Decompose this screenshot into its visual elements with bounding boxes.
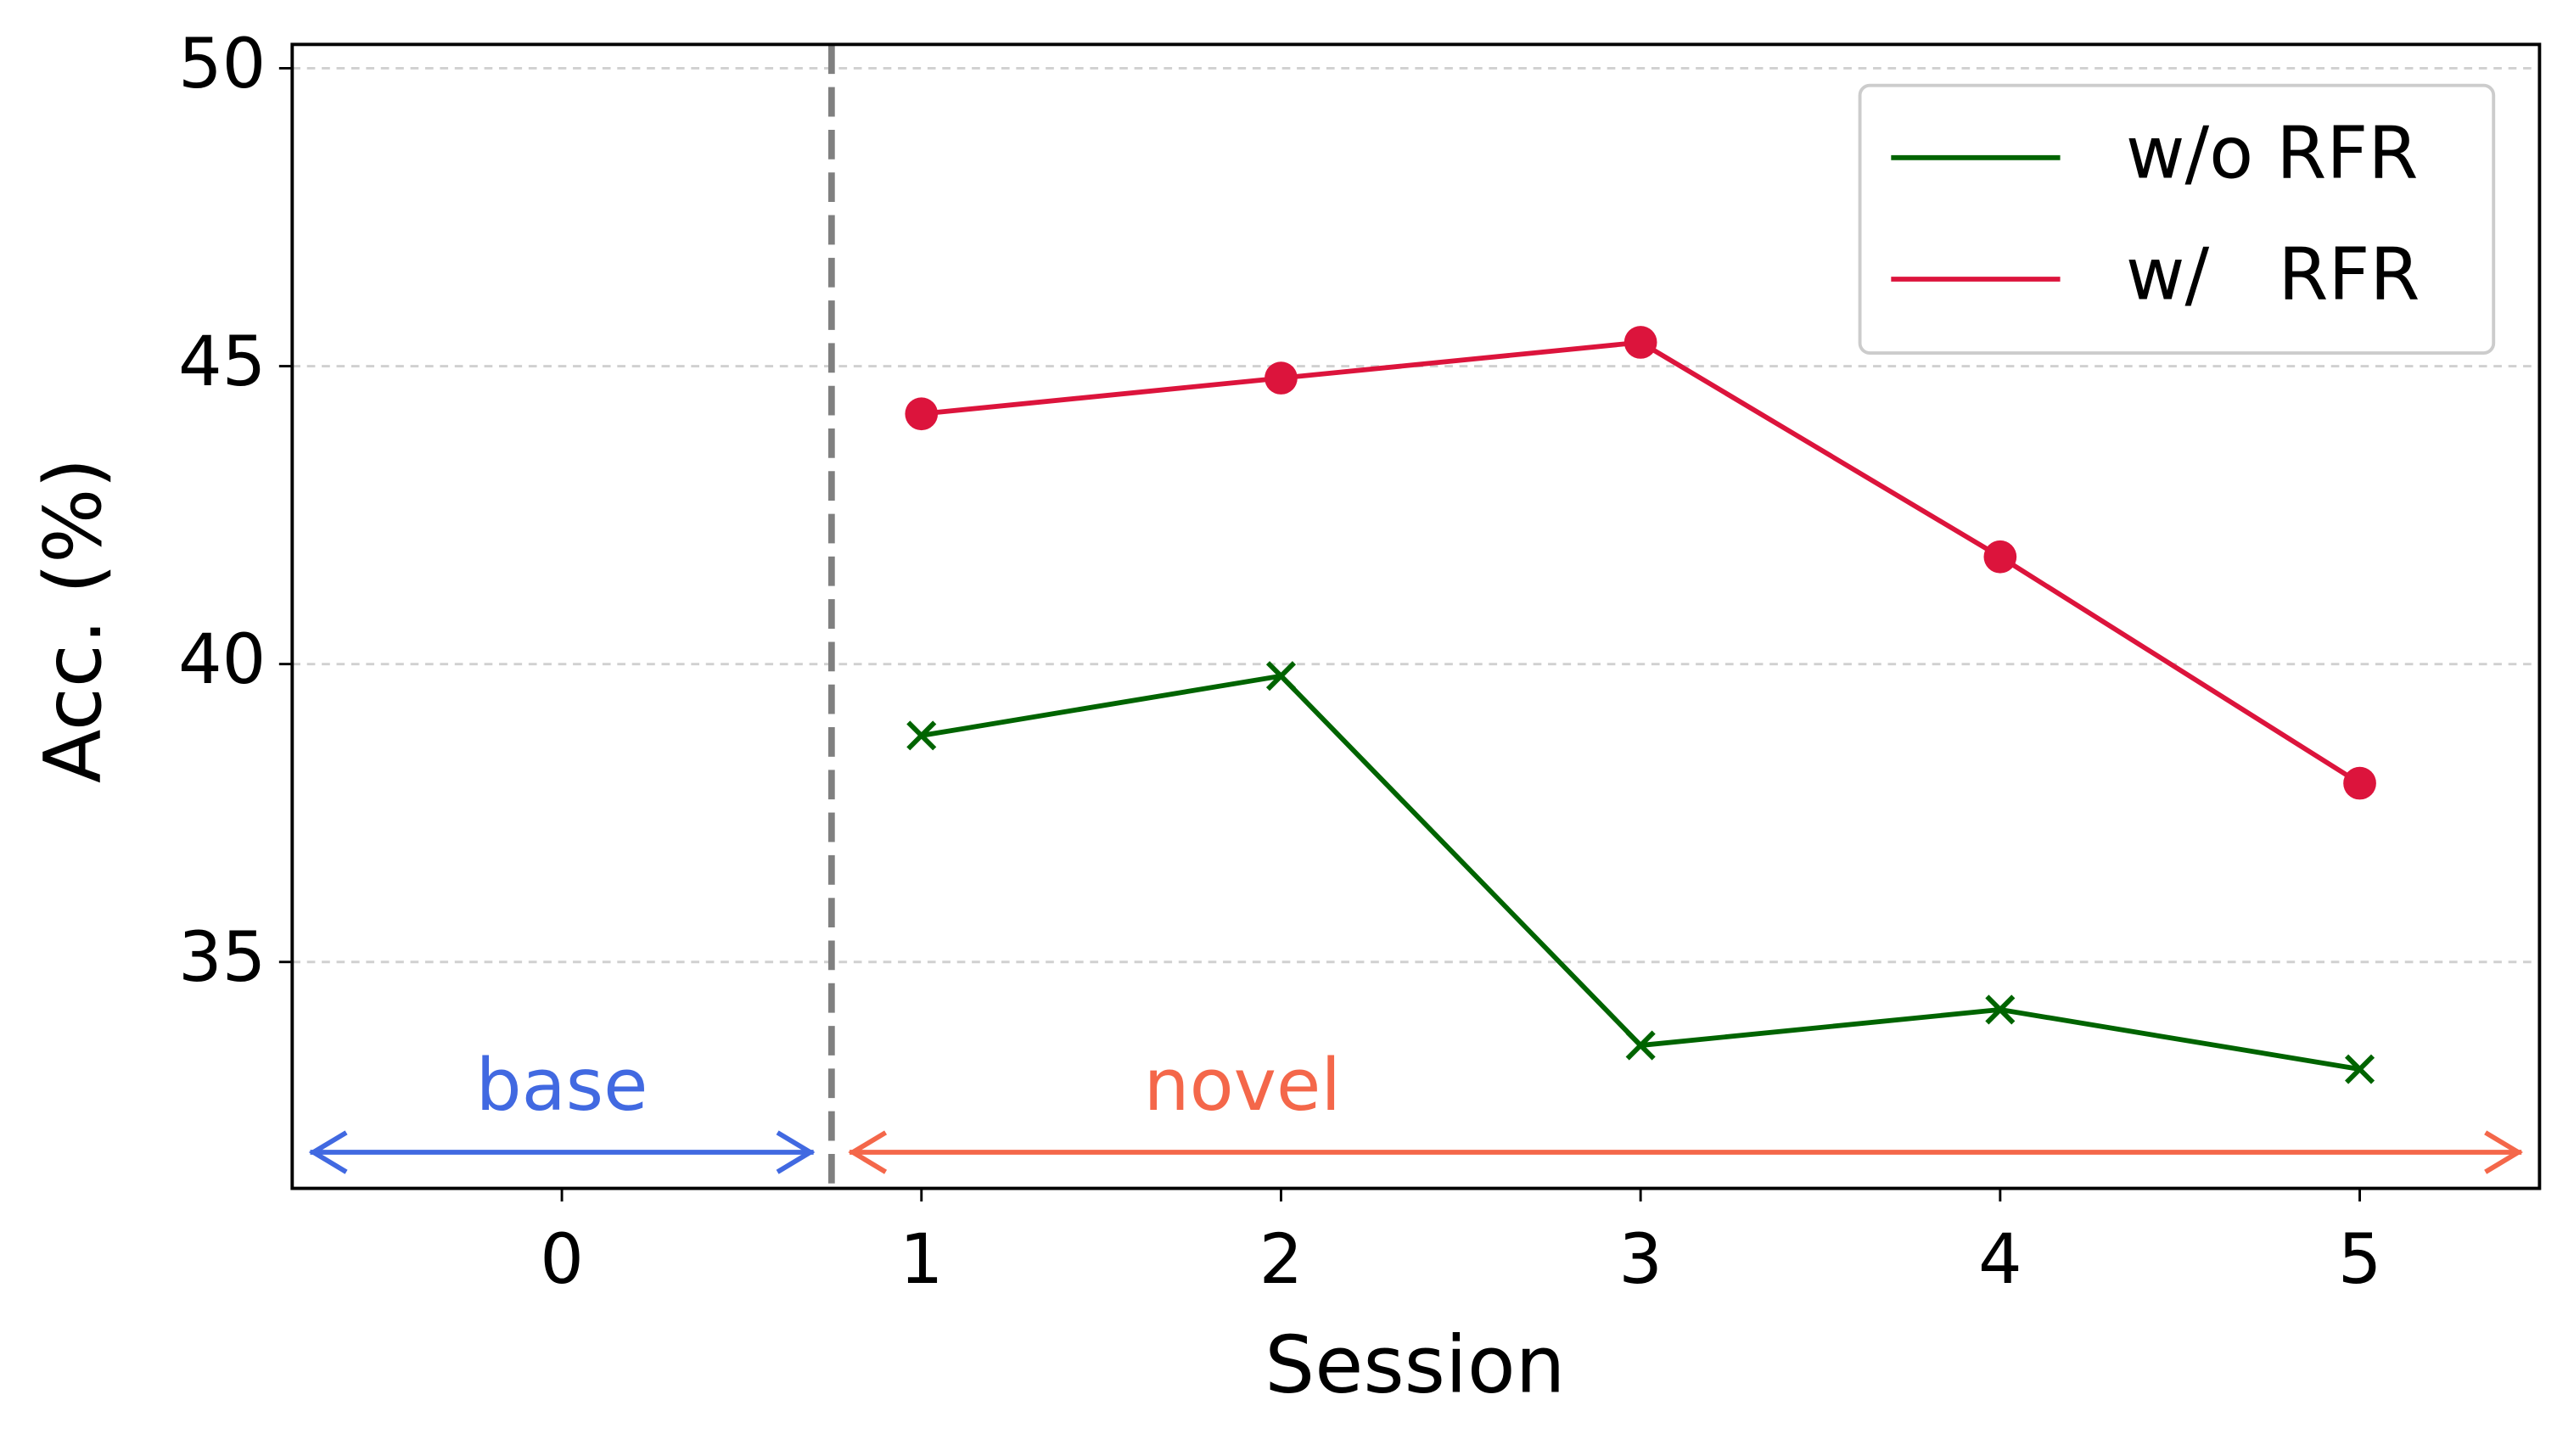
marker	[2343, 766, 2376, 800]
y-tick-label: 50	[178, 25, 266, 104]
marker	[1265, 361, 1298, 395]
x-tick-label: 4	[1978, 1220, 2022, 1300]
x-tick-label: 5	[2338, 1220, 2382, 1300]
x-tick-label: 0	[540, 1220, 584, 1300]
marker	[1985, 994, 2016, 1025]
x-tick-label: 2	[1259, 1220, 1304, 1300]
y-tick-label: 35	[178, 918, 266, 998]
legend-label: w/ RFR	[2126, 232, 2420, 316]
marker	[906, 720, 937, 751]
arrow-head	[848, 1130, 888, 1174]
arrow-head	[776, 1130, 816, 1174]
series-line	[921, 339, 2362, 786]
marker	[2345, 1054, 2375, 1084]
marker	[1625, 1030, 1656, 1061]
x-tick-label: 1	[900, 1220, 944, 1300]
arrow-head	[2484, 1130, 2523, 1174]
annotation-label: novel	[1144, 1044, 1341, 1128]
marker	[1623, 326, 1657, 359]
y-tick-label: 45	[178, 322, 266, 402]
marker	[1983, 540, 2017, 574]
x-tick-label: 3	[1618, 1220, 1663, 1300]
y-axis-label: Acc. (%)	[27, 457, 119, 783]
annotation-label: base	[476, 1044, 648, 1128]
arrow-head	[308, 1130, 348, 1174]
series-line	[921, 673, 2361, 1072]
marker	[1265, 661, 1296, 692]
legend-label: w/o RFR	[2126, 111, 2419, 195]
x-axis-label: Session	[1265, 1319, 1565, 1411]
legend-box	[1858, 83, 2496, 355]
y-tick-label: 40	[178, 620, 266, 700]
plot-frame	[290, 42, 2542, 1190]
marker	[905, 397, 939, 431]
